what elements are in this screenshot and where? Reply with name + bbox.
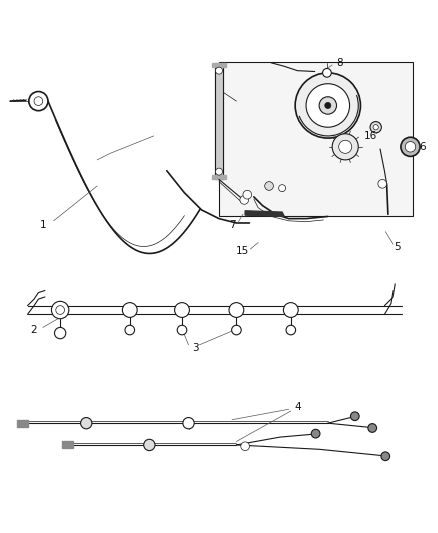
Text: 6: 6 (419, 142, 426, 152)
Circle shape (332, 134, 358, 160)
Text: 2: 2 (31, 325, 37, 335)
Circle shape (177, 325, 187, 335)
Circle shape (370, 122, 381, 133)
Circle shape (229, 303, 244, 318)
Polygon shape (212, 175, 226, 180)
Circle shape (265, 182, 273, 190)
Circle shape (368, 424, 377, 432)
Polygon shape (17, 419, 28, 426)
Circle shape (401, 137, 420, 156)
Text: 7: 7 (229, 220, 235, 230)
Polygon shape (62, 441, 73, 448)
Text: 15: 15 (237, 246, 250, 256)
Circle shape (405, 142, 416, 152)
Circle shape (240, 196, 249, 204)
Circle shape (319, 97, 336, 114)
Circle shape (350, 412, 359, 421)
Polygon shape (215, 64, 223, 180)
Circle shape (311, 429, 320, 438)
Circle shape (183, 417, 194, 429)
Circle shape (373, 125, 378, 130)
Circle shape (283, 303, 298, 318)
Polygon shape (212, 63, 226, 67)
Circle shape (125, 325, 134, 335)
Circle shape (306, 84, 350, 127)
Circle shape (322, 68, 331, 77)
Circle shape (56, 305, 64, 314)
Circle shape (34, 97, 43, 106)
Circle shape (215, 67, 223, 74)
Circle shape (295, 73, 360, 138)
Circle shape (381, 452, 390, 461)
Polygon shape (245, 211, 284, 216)
Text: 16: 16 (364, 131, 377, 141)
Text: 3: 3 (192, 343, 198, 353)
Circle shape (122, 303, 137, 318)
Circle shape (175, 303, 189, 318)
Circle shape (232, 325, 241, 335)
Circle shape (279, 184, 286, 192)
Circle shape (144, 439, 155, 450)
Circle shape (241, 442, 250, 450)
Circle shape (243, 190, 252, 199)
Circle shape (378, 180, 387, 188)
Text: 8: 8 (337, 58, 343, 68)
Circle shape (215, 168, 223, 175)
Circle shape (339, 140, 352, 154)
Circle shape (286, 325, 296, 335)
Circle shape (325, 102, 331, 109)
Circle shape (81, 417, 92, 429)
Circle shape (51, 301, 69, 319)
Circle shape (54, 327, 66, 339)
Text: 5: 5 (394, 242, 401, 252)
Bar (219, 62, 413, 216)
Text: 4: 4 (294, 402, 300, 411)
Circle shape (29, 92, 48, 111)
Text: 1: 1 (39, 220, 46, 230)
